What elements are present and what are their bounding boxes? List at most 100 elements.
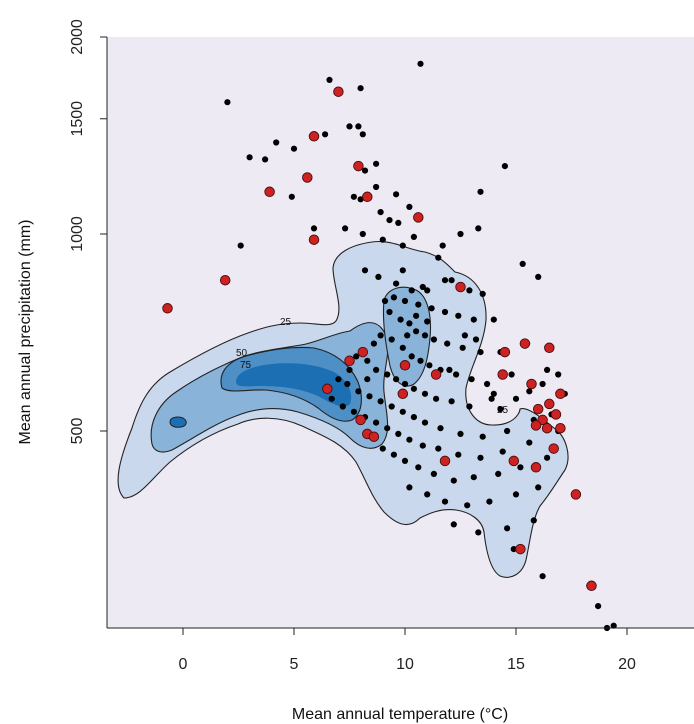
black-data-point (408, 287, 415, 294)
red-data-point (515, 543, 526, 555)
black-data-point (610, 622, 617, 629)
black-data-point (375, 273, 382, 280)
black-data-point (401, 380, 409, 388)
black-data-point (448, 398, 455, 405)
red-data-point (308, 234, 320, 245)
black-data-point (433, 395, 440, 402)
black-data-point (450, 521, 457, 528)
black-data-point (357, 85, 364, 92)
black-data-point (399, 242, 406, 249)
black-data-point (406, 320, 413, 327)
red-data-point (264, 186, 275, 198)
black-data-point (428, 305, 435, 312)
black-data-point (353, 353, 360, 360)
black-data-point (246, 154, 253, 161)
black-data-point (373, 366, 380, 373)
black-data-point (355, 388, 362, 395)
black-data-point (446, 366, 453, 373)
black-data-point (477, 188, 484, 195)
black-data-point (381, 297, 389, 305)
black-data-point (419, 283, 426, 291)
red-data-point (362, 191, 373, 203)
black-data-point (408, 353, 415, 360)
x-tick-label: 15 (507, 656, 525, 673)
black-data-point (437, 425, 444, 432)
black-data-point (421, 332, 429, 339)
black-data-point (468, 376, 475, 383)
black-data-point (470, 316, 477, 323)
contour-label-25-left: 25 (280, 317, 292, 328)
black-data-point (393, 280, 400, 287)
black-data-point (415, 301, 422, 308)
red-data-point (532, 403, 544, 415)
black-data-point (444, 340, 451, 347)
red-data-point (570, 489, 582, 500)
black-data-point (477, 454, 484, 461)
black-data-point (504, 427, 511, 435)
red-data-point (508, 455, 520, 467)
black-data-point (555, 371, 562, 378)
black-data-point (335, 376, 342, 383)
black-data-point (413, 328, 420, 335)
black-data-point (322, 131, 329, 138)
black-data-point (519, 260, 526, 267)
red-data-point (357, 346, 369, 358)
black-data-point (477, 349, 484, 356)
black-data-point (441, 308, 449, 316)
black-data-point (421, 390, 429, 397)
red-data-point (355, 414, 366, 426)
black-data-point (510, 546, 517, 553)
black-data-point (262, 156, 269, 163)
black-data-point (539, 380, 546, 388)
red-data-point (550, 409, 562, 420)
red-data-point (555, 388, 566, 400)
y-axis-title: Mean annual precipitation (mm) (17, 220, 34, 445)
black-data-point (455, 312, 462, 319)
red-data-point (544, 342, 555, 354)
black-data-point (388, 403, 395, 410)
y-tick-label: 1000 (69, 216, 86, 252)
black-data-point (526, 388, 533, 395)
black-data-point (359, 131, 366, 138)
black-data-point (464, 502, 471, 509)
red-data-point (455, 281, 466, 293)
black-data-point (441, 277, 449, 284)
black-data-point (424, 491, 431, 498)
black-data-point (450, 477, 457, 484)
red-data-point (333, 86, 344, 97)
black-data-point (535, 484, 542, 491)
black-data-point (290, 145, 298, 152)
red-data-point (499, 346, 511, 358)
black-data-point (344, 380, 351, 388)
contour-label-75: 75 (240, 360, 252, 371)
black-data-point (479, 433, 486, 440)
red-data-point (353, 160, 364, 172)
black-data-point (373, 160, 380, 167)
black-data-point (461, 332, 468, 339)
black-data-point (539, 573, 546, 580)
black-data-point (430, 336, 437, 343)
black-data-point (544, 366, 551, 373)
black-data-point (466, 403, 473, 410)
black-data-point (377, 332, 384, 339)
black-data-point (435, 254, 442, 261)
black-data-point (379, 445, 386, 452)
black-data-point (448, 277, 455, 284)
red-data-point (544, 398, 555, 410)
black-data-point (410, 233, 417, 240)
black-data-point (459, 344, 466, 351)
black-data-point (361, 267, 369, 274)
black-data-point (342, 225, 349, 232)
black-data-point (410, 385, 417, 392)
x-tick-label: 20 (618, 656, 636, 673)
black-data-point (501, 163, 508, 170)
black-data-point (386, 308, 393, 316)
x-tick-label: 5 (290, 656, 299, 673)
black-data-point (495, 470, 502, 477)
black-data-point (288, 193, 295, 200)
contour-label-50: 50 (236, 348, 248, 359)
black-data-point (373, 419, 380, 426)
black-data-point (377, 398, 384, 405)
black-data-point (457, 430, 464, 437)
